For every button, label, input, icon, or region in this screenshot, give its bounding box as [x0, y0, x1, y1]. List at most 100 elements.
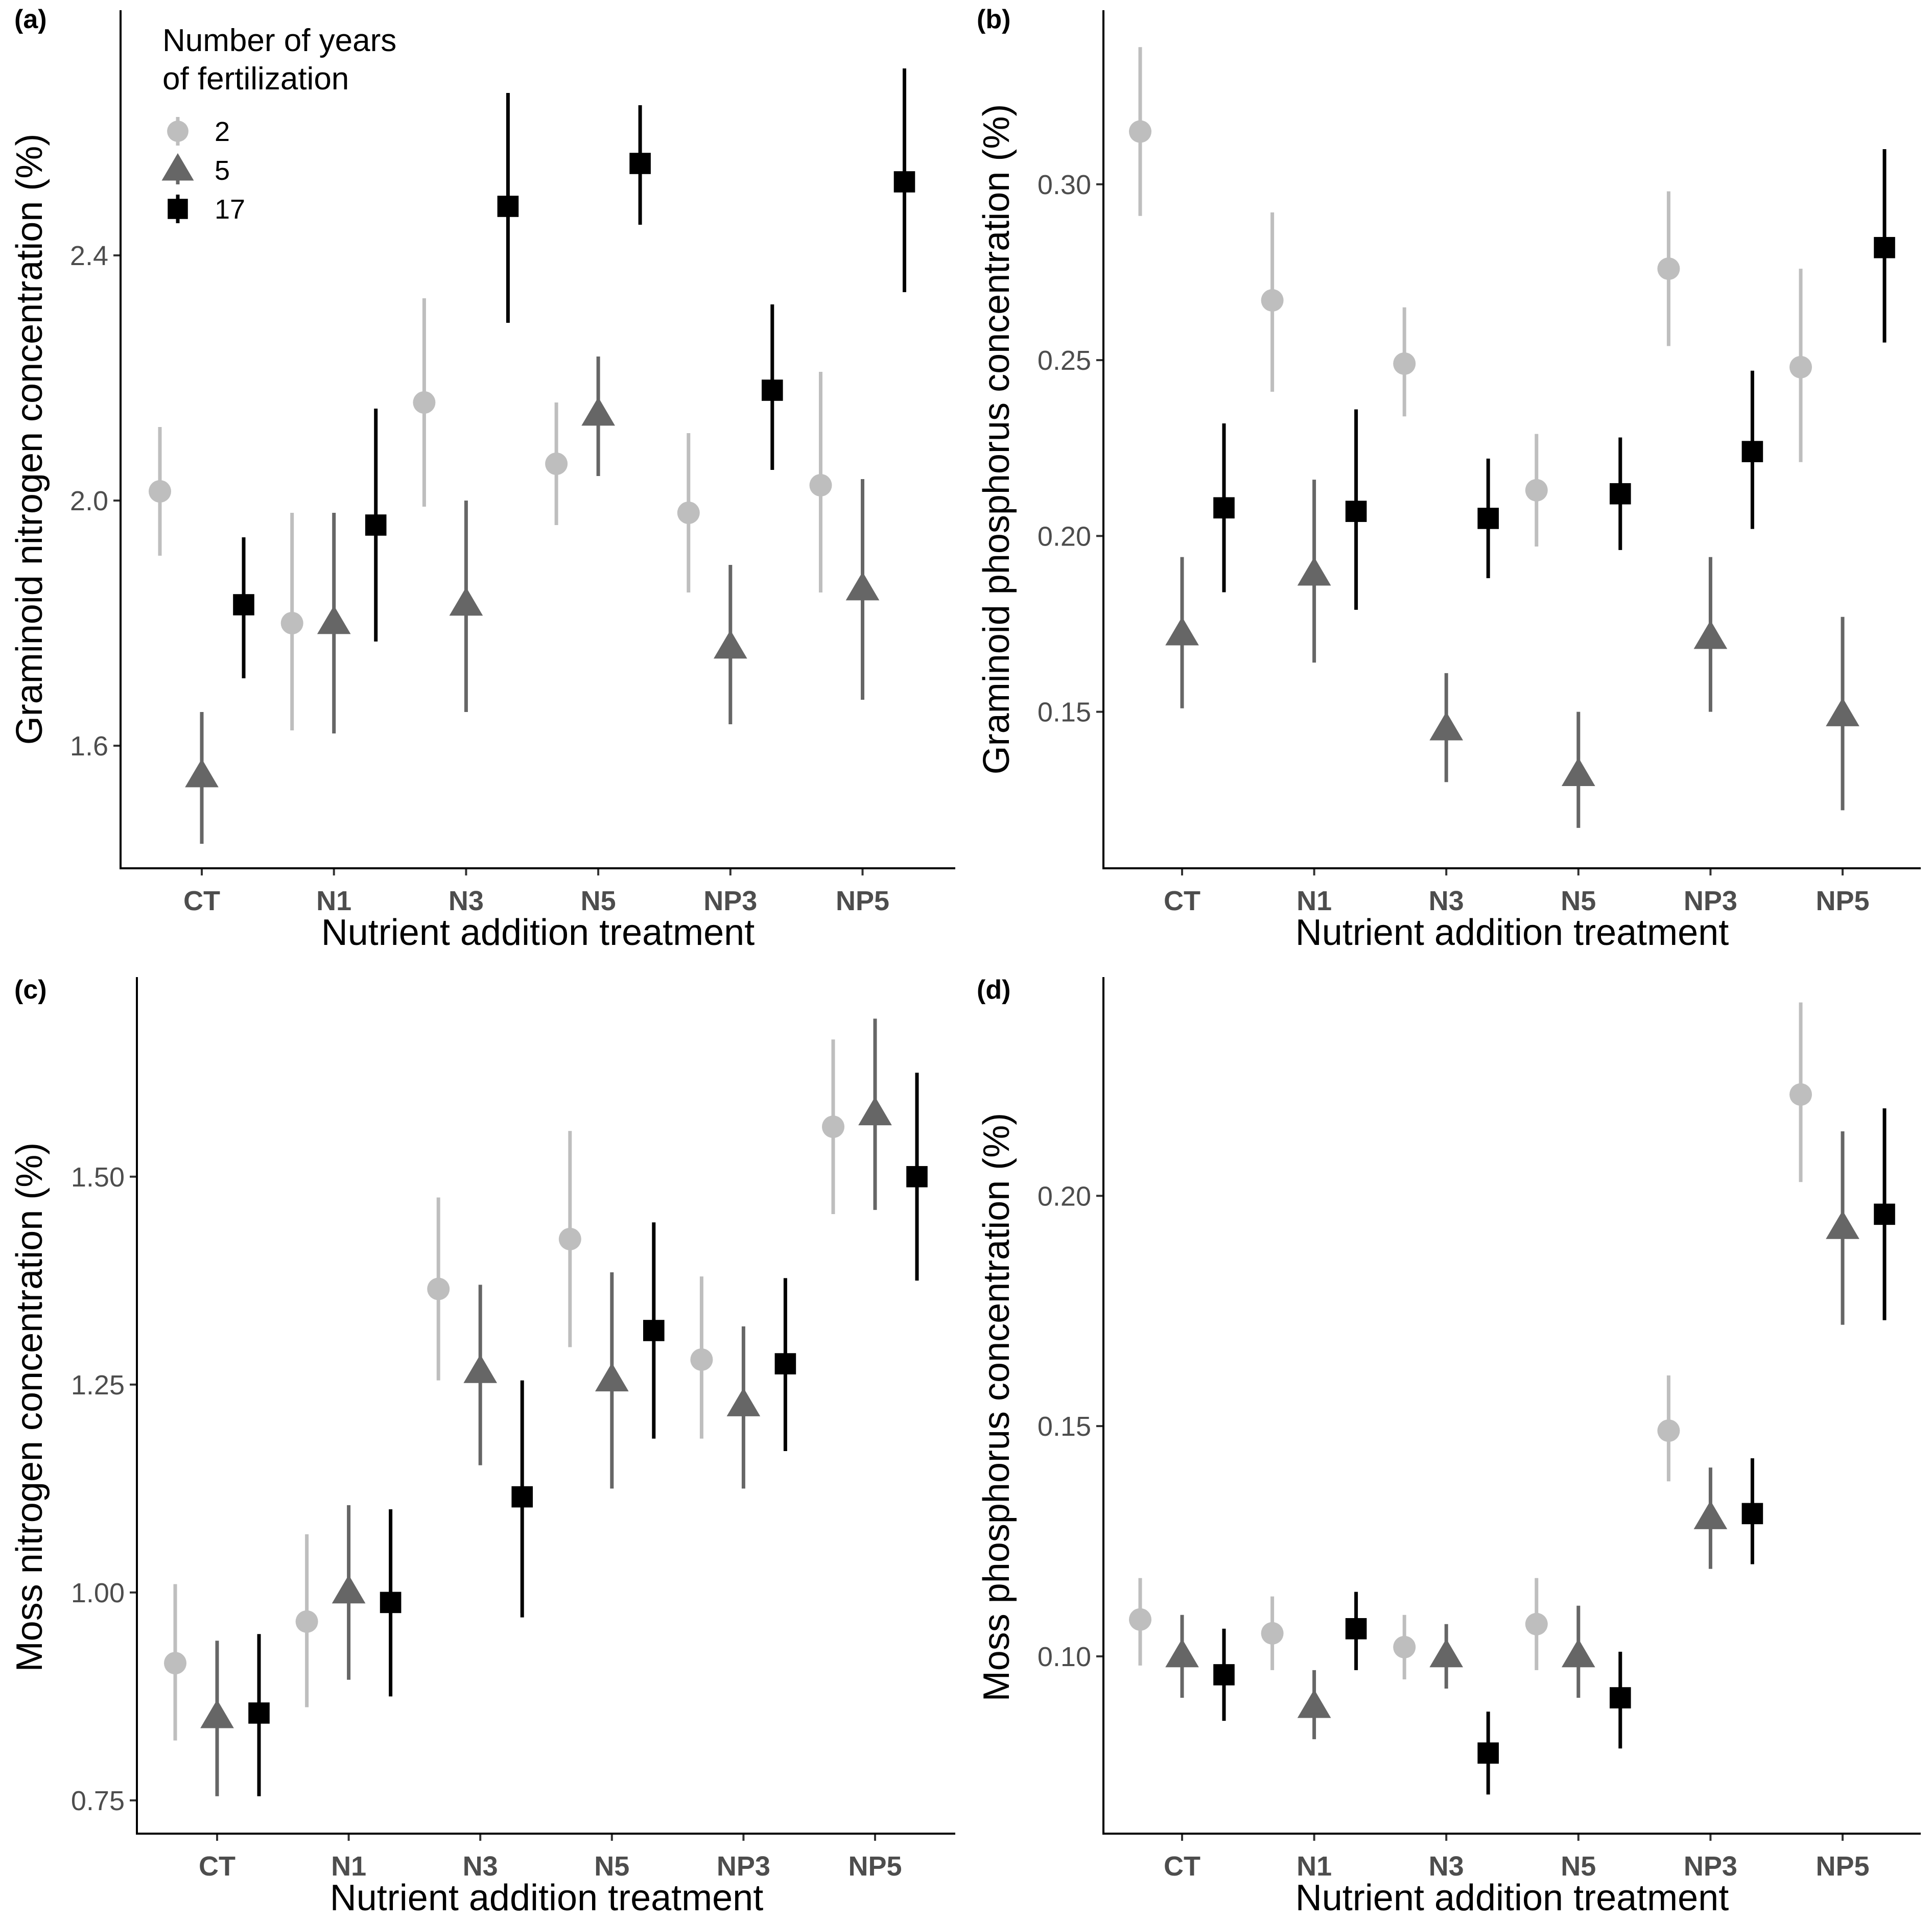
legend-key-square [168, 199, 188, 219]
legend-label: 17 [215, 194, 245, 225]
legend-key-triangle [161, 153, 194, 181]
panel-c: (c) 0.75 1.00 1.25 1.50 CT N1 N3 N5 NP3 NP5 Moss… [9, 975, 955, 1918]
x-tick-label: N5 [581, 886, 616, 916]
x-tick-label: N3 [463, 1851, 498, 1882]
point-17-n3 [1477, 508, 1499, 529]
x-tick-label: N1 [1297, 886, 1332, 916]
point-5-n3 [1429, 1639, 1464, 1668]
panel-d: (d) 0.10 0.15 0.20 CT N1 N3 N5 NP3 NP5 Moss pho… [976, 975, 1921, 1918]
x-axis-title: Nutrient addition treatment [330, 1878, 763, 1918]
y-tick-label: 0.15 [1038, 1411, 1091, 1442]
panel-label-c: (c) [14, 975, 47, 1005]
point-17-n3 [497, 196, 519, 217]
point-17-n1 [365, 514, 387, 536]
point-2-ct [1129, 1608, 1151, 1631]
point-17-n5 [1610, 1687, 1631, 1709]
point-2-n1 [280, 612, 303, 634]
y-tick-label: 0.10 [1038, 1642, 1091, 1672]
point-2-n3 [413, 391, 436, 414]
x-tick-label: CT [183, 886, 220, 916]
point-2-np5 [1789, 355, 1812, 378]
x-tick-label: NP5 [836, 886, 889, 916]
point-17-np3 [762, 379, 783, 401]
point-2-n3 [1393, 1635, 1416, 1658]
point-5-ct [1165, 1639, 1199, 1668]
point-5-np5 [845, 572, 880, 601]
point-17-ct [248, 1702, 270, 1724]
y-tick-label: 2.0 [70, 486, 108, 516]
y-tick-label: 1.6 [70, 731, 108, 762]
point-2-np5 [809, 474, 832, 496]
point-5-np3 [713, 630, 747, 659]
x-tick-label: N1 [316, 886, 351, 916]
legend-title-line1: Number of years [162, 23, 396, 58]
point-5-np3 [726, 1387, 761, 1416]
panel-b: (b) 0.15 0.20 0.25 0.30 CT N1 N3 N5 NP3 NP5 Gram… [976, 5, 1921, 953]
panel-a: (a) 1.6 2.0 2.4 CT N1 N3 N5 NP3 NP5 Graminoid n… [9, 5, 955, 953]
point-2-np5 [822, 1116, 844, 1138]
x-tick-label: NP3 [1684, 886, 1737, 916]
point-2-np3 [1657, 1419, 1680, 1442]
point-2-n1 [295, 1610, 318, 1633]
point-17-n1 [1345, 501, 1367, 522]
point-5-np5 [858, 1097, 892, 1126]
point-5-n1 [332, 1575, 366, 1604]
point-2-n5 [558, 1227, 581, 1250]
y-axis-title: Moss phosphorus concentration (%) [976, 1113, 1017, 1702]
point-17-n5 [629, 153, 651, 174]
x-tick-label: NP3 [1684, 1851, 1737, 1882]
point-17-n1 [1345, 1618, 1367, 1640]
x-axis-ticks: CT N1 N3 N5 NP3 NP5 [199, 1834, 902, 1882]
y-tick-label: 1.00 [71, 1578, 125, 1608]
y-axis-title: Graminoid nitrogen concentration (%) [9, 134, 50, 745]
x-tick-label: N3 [1429, 1851, 1464, 1882]
y-tick-label: 0.15 [1038, 697, 1091, 728]
point-5-ct [200, 1699, 234, 1728]
point-17-np3 [1741, 1503, 1763, 1525]
legend: Number of years of fertilization 2 5 17 [161, 23, 396, 225]
x-tick-label: N3 [1429, 886, 1464, 916]
point-2-n3 [1393, 352, 1416, 375]
y-axis-ticks: 0.75 1.00 1.25 1.50 [71, 1162, 137, 1816]
point-5-np5 [1826, 1210, 1859, 1239]
x-tick-label: CT [1164, 886, 1200, 916]
legend-title-line2: of fertilization [162, 61, 349, 97]
y-tick-label: 0.20 [1038, 1181, 1091, 1212]
data-marks [1129, 47, 1895, 828]
point-5-ct [185, 758, 219, 788]
point-2-n1 [1261, 289, 1284, 312]
data-marks [149, 68, 915, 844]
point-5-n3 [463, 1354, 498, 1383]
point-17-np5 [1874, 1203, 1895, 1225]
y-tick-label: 0.30 [1038, 170, 1091, 200]
point-5-n1 [1297, 1689, 1331, 1718]
x-tick-label: CT [199, 1851, 235, 1882]
point-5-n1 [1297, 557, 1331, 586]
legend-key-circle [167, 121, 189, 142]
point-17-np3 [1741, 441, 1763, 462]
point-17-ct [1213, 497, 1235, 519]
point-5-n5 [581, 397, 615, 426]
y-axis-title: Moss nitrogen concentration (%) [9, 1143, 50, 1672]
point-2-ct [1129, 120, 1151, 143]
legend-label: 2 [215, 116, 230, 147]
point-2-np5 [1789, 1083, 1812, 1106]
point-2-np3 [690, 1348, 713, 1371]
point-5-n5 [595, 1363, 629, 1392]
x-tick-label: CT [1164, 1851, 1200, 1882]
point-5-np3 [1693, 620, 1728, 649]
point-5-n3 [1429, 711, 1464, 741]
x-axis-title: Nutrient addition treatment [1295, 912, 1729, 953]
point-5-n5 [1561, 757, 1595, 786]
data-marks [1129, 1002, 1895, 1795]
x-tick-label: N3 [449, 886, 484, 916]
x-tick-label: NP3 [703, 886, 757, 916]
point-2-n5 [1525, 479, 1548, 502]
point-2-n5 [545, 453, 568, 475]
point-17-ct [233, 594, 254, 615]
x-tick-label: N1 [1297, 1851, 1332, 1882]
point-5-np3 [1693, 1500, 1728, 1529]
point-2-n5 [1525, 1612, 1548, 1635]
point-5-ct [1165, 616, 1199, 646]
